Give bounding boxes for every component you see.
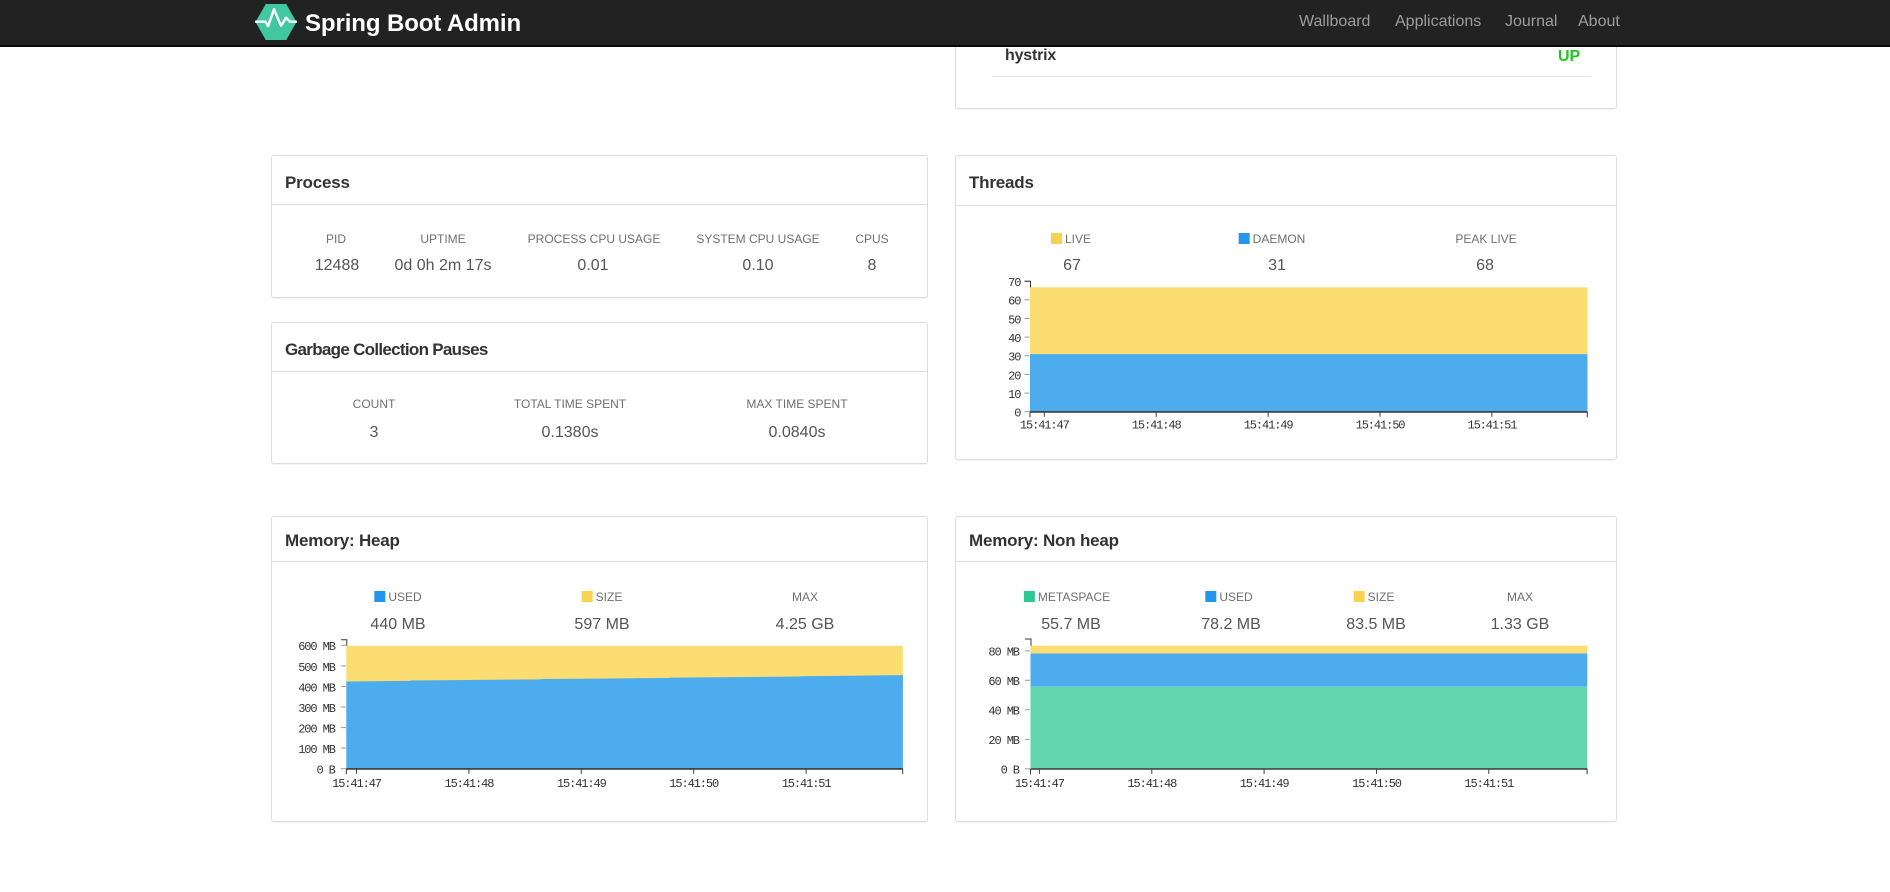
svg-text:80 MB: 80 MB bbox=[988, 646, 1019, 660]
svg-text:40 MB: 40 MB bbox=[988, 705, 1019, 719]
svg-text:15:41:50: 15:41:50 bbox=[669, 777, 719, 791]
svg-text:15:41:51: 15:41:51 bbox=[782, 777, 832, 791]
svg-text:30: 30 bbox=[1008, 351, 1021, 365]
svg-text:15:41:50: 15:41:50 bbox=[1356, 418, 1406, 432]
svg-text:15:41:49: 15:41:49 bbox=[1244, 418, 1294, 432]
svg-text:300 MB: 300 MB bbox=[298, 702, 336, 716]
svg-text:60 MB: 60 MB bbox=[988, 675, 1019, 689]
svg-text:15:41:48: 15:41:48 bbox=[444, 777, 494, 791]
svg-text:500 MB: 500 MB bbox=[298, 661, 336, 675]
svg-text:40: 40 bbox=[1008, 332, 1021, 346]
svg-text:0: 0 bbox=[1014, 407, 1021, 421]
svg-text:15:41:51: 15:41:51 bbox=[1467, 418, 1517, 432]
svg-text:60: 60 bbox=[1008, 295, 1021, 309]
svg-text:400 MB: 400 MB bbox=[298, 681, 336, 695]
svg-text:0 B: 0 B bbox=[1001, 764, 1020, 778]
svg-text:600 MB: 600 MB bbox=[298, 640, 336, 654]
svg-text:15:41:49: 15:41:49 bbox=[1240, 777, 1290, 791]
svg-text:100 MB: 100 MB bbox=[298, 743, 336, 757]
svg-text:70: 70 bbox=[1008, 276, 1021, 290]
svg-text:15:41:47: 15:41:47 bbox=[1020, 418, 1070, 432]
svg-text:50: 50 bbox=[1008, 313, 1021, 327]
svg-text:15:41:48: 15:41:48 bbox=[1132, 418, 1182, 432]
svg-text:20 MB: 20 MB bbox=[988, 734, 1019, 748]
svg-text:15:41:47: 15:41:47 bbox=[1015, 777, 1065, 791]
svg-text:15:41:49: 15:41:49 bbox=[557, 777, 607, 791]
svg-text:10: 10 bbox=[1008, 388, 1021, 402]
svg-text:15:41:48: 15:41:48 bbox=[1127, 777, 1177, 791]
svg-text:15:41:50: 15:41:50 bbox=[1352, 777, 1402, 791]
svg-text:15:41:47: 15:41:47 bbox=[332, 777, 382, 791]
svg-text:15:41:51: 15:41:51 bbox=[1464, 777, 1514, 791]
svg-text:0 B: 0 B bbox=[316, 764, 335, 778]
svg-text:200 MB: 200 MB bbox=[298, 723, 336, 737]
svg-text:20: 20 bbox=[1008, 369, 1021, 383]
